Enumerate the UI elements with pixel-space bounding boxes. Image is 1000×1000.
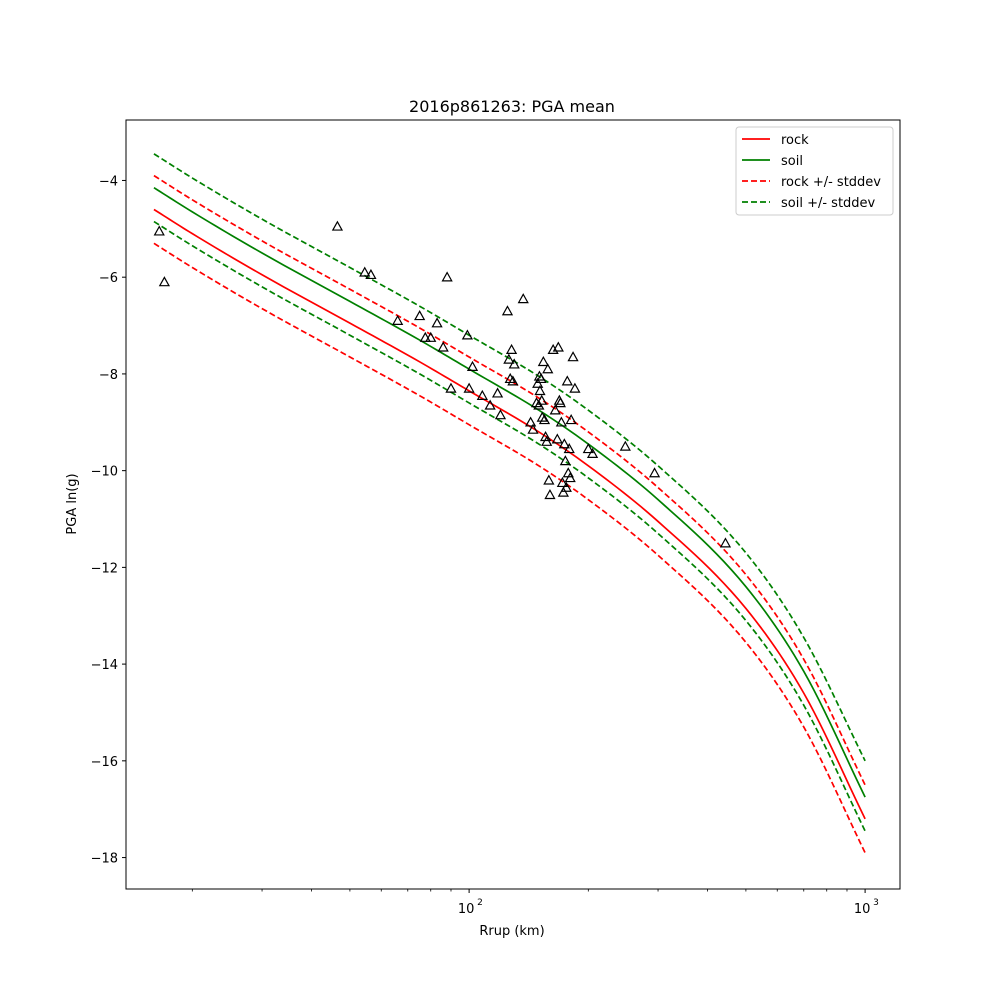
observation-point	[560, 481, 572, 492]
observation-point	[494, 409, 507, 420]
x-ticks: 10 2 10 3	[191, 889, 879, 917]
observation-point	[507, 375, 519, 386]
series-line	[153, 220, 866, 832]
legend-label: rock +/- stddev	[781, 175, 881, 190]
observation-point	[619, 440, 631, 451]
observation-point	[505, 343, 518, 355]
observation-point	[549, 404, 561, 415]
observation-point	[484, 399, 496, 410]
observation-point	[508, 358, 520, 369]
series-line	[153, 174, 866, 786]
observation-point	[392, 314, 404, 325]
observation-point	[445, 382, 457, 393]
y-tick-label: −10	[91, 465, 118, 480]
observation-point	[425, 331, 437, 342]
observation-point	[365, 268, 377, 280]
observation-point	[533, 399, 545, 410]
x-tick-label: 10	[458, 902, 475, 917]
observation-point	[359, 266, 371, 277]
observation-point	[542, 363, 554, 374]
legend-label: soil	[781, 154, 803, 169]
observation-point	[536, 411, 548, 422]
observation-point	[538, 414, 551, 425]
observation-point	[565, 414, 577, 425]
legend-box	[735, 126, 894, 216]
x-tick-exponent: 2	[477, 898, 483, 908]
observation-point	[586, 447, 599, 458]
observation-point	[463, 382, 475, 393]
observation-point	[158, 276, 170, 287]
observation-point	[414, 310, 426, 321]
observation-point	[564, 472, 576, 483]
observation-point	[527, 423, 539, 434]
observation-point	[567, 351, 579, 362]
observation-point	[153, 225, 165, 236]
observation-point	[561, 375, 573, 386]
x-tick-exponent: 3	[873, 898, 879, 908]
y-tick-label: −6	[99, 271, 118, 286]
observation-point	[419, 331, 431, 342]
y-tick-label: −8	[99, 368, 118, 383]
observation-point	[476, 389, 488, 400]
series-line	[153, 186, 866, 798]
observation-point	[530, 397, 543, 408]
observation-point	[563, 443, 575, 454]
y-axis-label: PGA ln(g)	[65, 473, 80, 534]
observation-point	[331, 220, 344, 231]
points-layer	[153, 220, 732, 548]
observation-point	[556, 476, 568, 488]
legend: rock soil rock +/- stddev soil +/- stddev	[735, 126, 894, 216]
observation-point	[517, 293, 529, 304]
series-line	[153, 153, 866, 762]
observation-point	[552, 341, 564, 352]
y-ticks: −4 −6 −8 −10 −12 −14 −16 −18	[91, 174, 126, 867]
observation-point	[461, 329, 473, 340]
observation-point	[543, 474, 555, 485]
axes-frame	[125, 119, 901, 890]
observation-point	[544, 488, 556, 500]
x-axis-label: Rrup (km)	[479, 924, 544, 939]
observation-point	[532, 377, 544, 388]
legend-label: soil +/- stddev	[781, 196, 876, 211]
lines-layer	[153, 153, 866, 854]
observation-point	[551, 433, 563, 444]
observation-point	[537, 355, 549, 367]
observation-point	[541, 435, 553, 446]
observation-point	[555, 416, 567, 427]
observation-point	[503, 353, 515, 364]
observation-point	[431, 317, 443, 328]
series-line	[153, 208, 866, 820]
observation-point	[554, 397, 566, 408]
chart-title: 2016p861263: PGA mean	[409, 97, 615, 116]
y-tick-label: −14	[91, 658, 118, 673]
y-tick-label: −4	[99, 174, 118, 189]
observation-point	[466, 360, 479, 371]
observation-point	[547, 343, 559, 355]
plot-area	[153, 153, 866, 854]
observation-point	[525, 416, 537, 427]
observation-point	[536, 394, 548, 405]
observation-point	[534, 385, 546, 396]
observation-point	[558, 438, 570, 449]
legend-label: rock	[781, 133, 809, 148]
y-tick-label: −18	[91, 852, 118, 867]
observation-point	[648, 467, 661, 478]
observation-point	[569, 382, 581, 393]
observation-point	[491, 387, 504, 398]
observation-point	[437, 341, 449, 352]
x-tick-label: 10	[854, 902, 871, 917]
y-tick-label: −16	[91, 755, 118, 770]
observation-point	[441, 271, 453, 282]
observation-point	[719, 537, 732, 548]
y-tick-label: −12	[91, 561, 118, 576]
observation-point	[501, 305, 514, 316]
observation-point	[582, 443, 594, 454]
observation-point	[535, 372, 547, 384]
series-line	[153, 242, 866, 854]
observation-point	[539, 430, 552, 442]
observation-point	[559, 455, 571, 466]
observation-point	[557, 486, 569, 497]
